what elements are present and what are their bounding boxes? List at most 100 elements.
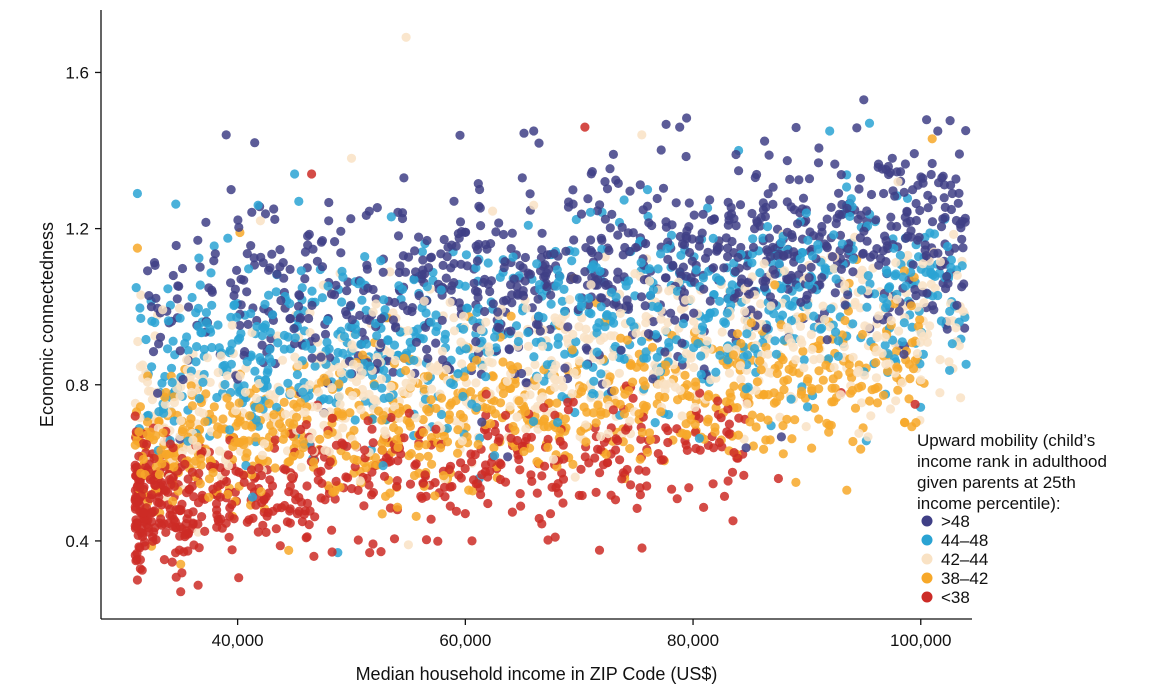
scatter-point	[279, 344, 289, 354]
scatter-point	[787, 434, 797, 444]
scatter-point	[694, 433, 705, 443]
scatter-point	[710, 427, 720, 437]
scatter-point	[862, 302, 872, 312]
scatter-point	[689, 316, 699, 326]
scatter-point	[254, 463, 264, 473]
scatter-point	[422, 282, 432, 292]
scatter-point	[708, 479, 718, 489]
legend-label: 38–42	[941, 569, 988, 588]
scatter-point	[316, 493, 326, 503]
scatter-point	[912, 349, 923, 359]
scatter-point	[520, 252, 531, 263]
scatter-point	[134, 542, 144, 552]
scatter-point	[834, 209, 844, 219]
scatter-point	[711, 367, 721, 377]
scatter-point	[919, 331, 929, 341]
scatter-point	[159, 555, 169, 565]
scatter-point	[557, 296, 567, 306]
scatter-point	[600, 214, 611, 224]
scatter-point	[506, 280, 516, 290]
scatter-point	[942, 271, 952, 282]
scatter-point	[715, 350, 725, 360]
scatter-point	[696, 351, 706, 361]
scatter-point	[352, 455, 362, 465]
scatter-point	[581, 360, 592, 370]
scatter-point	[143, 266, 153, 276]
scatter-point	[785, 300, 795, 310]
scatter-point	[664, 286, 674, 296]
scatter-point	[183, 508, 193, 519]
scatter-point	[887, 335, 898, 345]
scatter-point	[515, 260, 525, 271]
scatter-point	[661, 423, 671, 433]
scatter-point	[739, 470, 749, 480]
scatter-point	[242, 287, 252, 297]
scatter-point	[682, 380, 692, 390]
scatter-point	[825, 126, 835, 136]
scatter-point	[214, 446, 224, 456]
scatter-point	[946, 204, 957, 215]
scatter-point	[404, 408, 414, 418]
scatter-point	[379, 295, 389, 305]
scatter-point	[303, 231, 313, 241]
scatter-point	[797, 338, 807, 348]
y-tick-label: 1.6	[65, 63, 89, 82]
scatter-point	[135, 303, 145, 313]
scatter-point	[228, 442, 238, 452]
scatter-point	[871, 373, 882, 383]
scatter-point	[411, 511, 421, 521]
scatter-point	[567, 256, 577, 266]
scatter-point	[759, 259, 769, 269]
scatter-point	[223, 233, 233, 243]
scatter-point	[756, 299, 766, 309]
scatter-point	[485, 286, 495, 297]
scatter-point	[595, 335, 606, 345]
scatter-point	[471, 378, 481, 388]
scatter-point	[356, 339, 366, 349]
scatter-point	[525, 189, 535, 199]
scatter-point	[684, 483, 694, 493]
scatter-point	[483, 258, 493, 268]
scatter-point	[532, 488, 542, 498]
scatter-point	[774, 259, 784, 269]
scatter-point	[298, 387, 308, 397]
scatter-point	[848, 254, 858, 264]
scatter-point	[389, 422, 399, 433]
scatter-point	[165, 475, 175, 485]
scatter-point	[774, 360, 784, 370]
scatter-point	[182, 332, 192, 342]
scatter-point	[625, 416, 635, 426]
scatter-point	[814, 143, 824, 153]
scatter-point	[393, 456, 403, 466]
scatter-point	[763, 222, 773, 232]
scatter-point	[371, 299, 381, 309]
scatter-point	[286, 388, 296, 398]
scatter-point	[817, 273, 827, 283]
scatter-point	[259, 439, 269, 449]
scatter-point	[280, 409, 290, 419]
scatter-point	[157, 459, 167, 469]
scatter-point	[182, 526, 192, 536]
scatter-point	[637, 543, 647, 553]
scatter-point	[690, 419, 700, 429]
scatter-point	[378, 461, 388, 471]
scatter-point	[608, 351, 618, 361]
scatter-point	[208, 484, 218, 494]
scatter-point	[685, 247, 695, 258]
scatter-point	[341, 306, 351, 317]
scatter-point	[724, 419, 735, 429]
scatter-point	[783, 275, 793, 285]
scatter-point	[215, 463, 226, 473]
scatter-point	[775, 412, 785, 422]
scatter-point	[737, 274, 747, 284]
scatter-point	[776, 238, 786, 248]
scatter-point	[788, 366, 798, 377]
scatter-point	[380, 426, 390, 436]
scatter-point	[641, 353, 652, 363]
scatter-point	[460, 463, 470, 474]
scatter-point	[138, 454, 148, 464]
scatter-point	[411, 459, 421, 469]
scatter-point	[200, 417, 210, 427]
scatter-point	[619, 195, 629, 205]
scatter-point	[386, 212, 396, 222]
